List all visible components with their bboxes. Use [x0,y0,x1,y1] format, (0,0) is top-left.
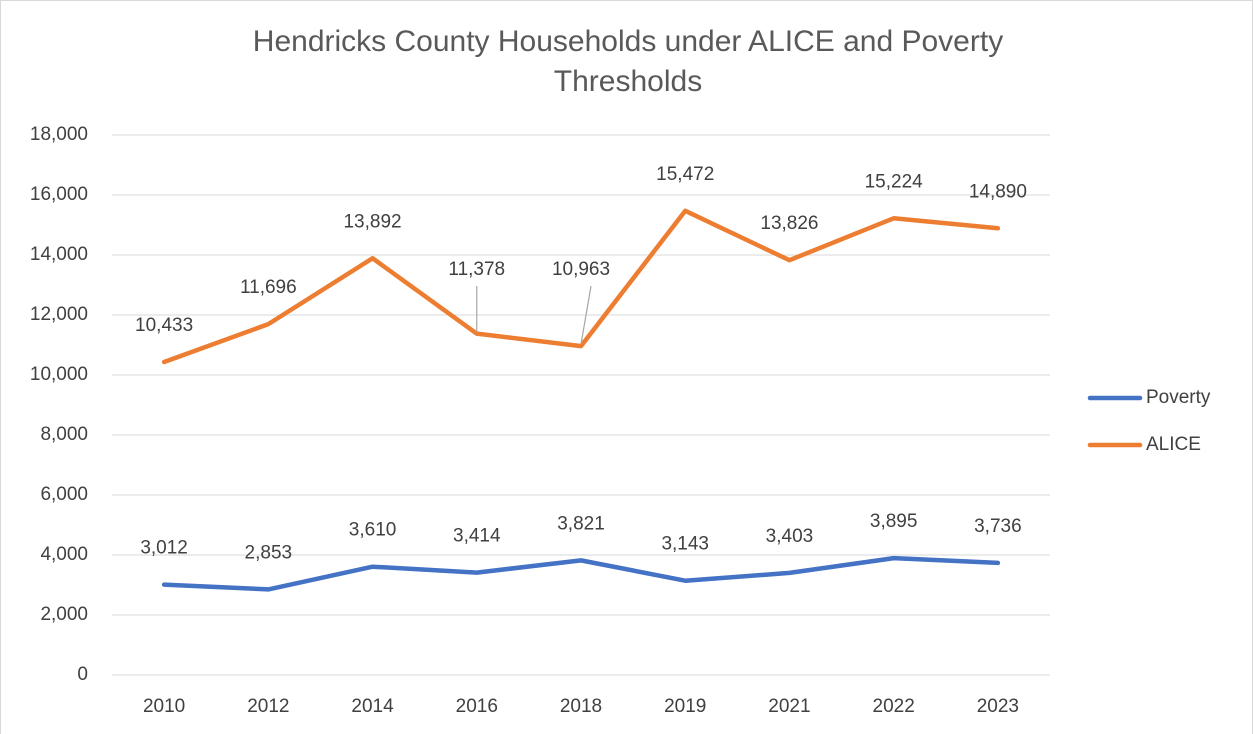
x-tick-label: 2021 [768,696,810,717]
leader-line [580,285,592,345]
legend-label: ALICE [1146,434,1201,455]
data-label: 3,403 [766,526,814,547]
data-label: 10,433 [135,315,193,336]
x-tick-label: 2018 [560,696,602,717]
data-label: 3,012 [140,538,188,559]
y-tick-label: 8,000 [40,424,88,445]
x-tick-label: 2010 [143,696,185,717]
y-tick-label: 4,000 [40,544,88,565]
data-label: 13,892 [343,211,401,232]
legend-label: Poverty [1146,387,1211,408]
y-tick-label: 14,000 [30,244,88,265]
data-label: 13,826 [760,213,818,234]
data-label: 11,696 [240,277,297,298]
data-label: 15,472 [656,164,714,185]
data-label: 10,963 [552,259,610,280]
data-label: 14,890 [969,181,1027,202]
data-label: 3,895 [870,511,918,532]
data-label: 3,414 [453,526,501,547]
data-label: 2,853 [245,542,293,563]
x-tick-label: 2022 [873,696,915,717]
data-label: 3,736 [974,516,1022,537]
y-tick-label: 6,000 [40,484,88,505]
x-tick-label: 2014 [351,696,394,717]
y-tick-label: 0 [77,664,88,685]
x-tick-label: 2016 [456,696,498,717]
data-label: 15,224 [865,171,924,192]
y-tick-label: 10,000 [30,364,88,385]
x-tick-label: 2012 [247,696,289,717]
data-label: 3,143 [661,534,709,555]
series-line [161,208,1001,365]
series-line [161,555,1001,592]
y-tick-label: 16,000 [30,184,88,205]
x-tick-label: 2023 [977,696,1019,717]
chart-title: Hendricks County Households under ALICE … [252,25,1004,98]
y-tick-label: 18,000 [30,124,88,145]
x-tick-label: 2019 [664,696,706,717]
data-label: 11,378 [448,259,505,280]
data-label: 3,610 [349,520,397,541]
y-tick-label: 12,000 [30,304,88,325]
y-tick-label: 2,000 [40,604,88,625]
data-label: 3,821 [557,513,605,534]
